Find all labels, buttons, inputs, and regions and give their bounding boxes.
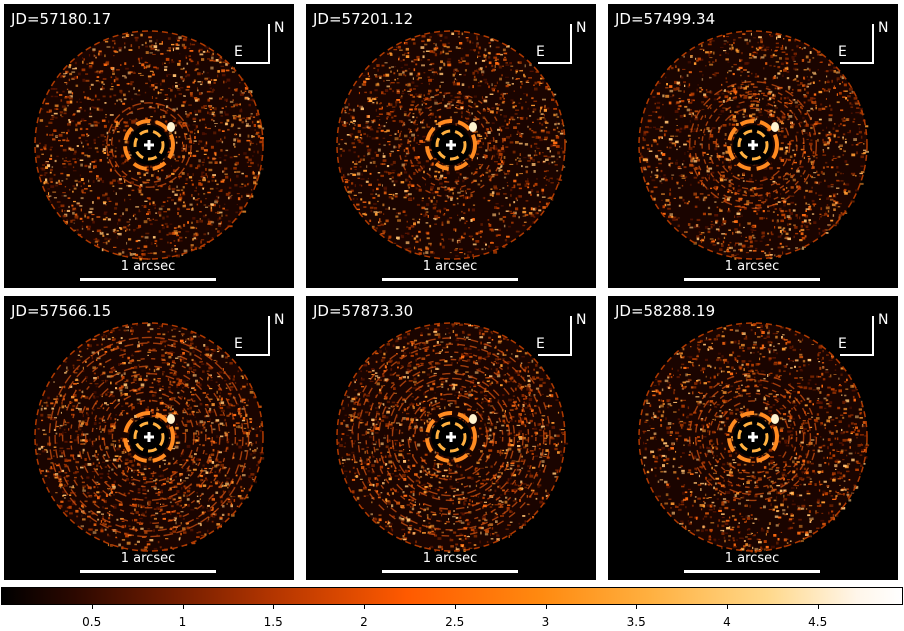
scale-bar-label: 1 arcsec [120,259,176,274]
east-label: E [234,336,243,352]
north-arrow [570,316,572,356]
east-arrow [236,62,270,64]
image-panel: JD=57180.17 N E 1 arcsec [4,4,294,288]
scale-bar [382,278,518,281]
speckle-field [638,322,870,553]
north-label: N [274,20,285,36]
image-panel: JD=57873.30 N E 1 arcsec [306,296,596,580]
scale-bar [80,570,216,573]
east-arrow [840,354,874,356]
colorbar-tick-label: 3.5 [626,615,646,629]
north-label: N [878,20,889,36]
north-label: N [576,312,587,328]
colorbar-tickmark [545,605,547,609]
jd-label: JD=57566.15 [11,302,112,320]
jd-label: JD=57180.17 [11,10,112,28]
jd-label: JD=57499.34 [615,10,716,28]
colorbar-tick-label: 2.5 [445,615,465,629]
east-arrow [236,354,270,356]
colorbar-tick-label: 2 [360,615,368,629]
image-panel: JD=57499.34 N E 1 arcsec [608,4,898,288]
colorbar [0,587,904,607]
speckle-field [336,30,567,260]
north-label: N [274,312,285,328]
north-label: N [878,312,889,328]
image-panel: JD=58288.19 N E 1 arcsec [608,296,898,580]
scale-bar-label: 1 arcsec [422,259,478,274]
jd-label: JD=57873.30 [313,302,414,320]
image-panel: JD=57566.15 N E 1 arcsec [4,296,294,580]
east-label: E [536,44,545,60]
scale-bar [80,278,216,281]
colorbar-tickmark [364,605,365,609]
scale-bar-label: 1 arcsec [724,551,780,566]
colorbar-tickmark [817,605,819,609]
colorbar-tick-label: 4.5 [808,615,828,629]
colorbar-tick-label: 1 [178,615,187,629]
speckle-field [34,322,265,552]
scale-bar [684,570,820,573]
north-arrow [268,24,270,64]
east-label: E [536,336,545,352]
east-label: E [838,336,847,352]
east-label: E [234,44,243,60]
north-label: N [576,20,587,36]
colorbar-tickmark [454,605,456,609]
colorbar-tickmark [727,605,728,609]
jd-label: JD=58288.19 [615,302,716,320]
speckle-field [638,30,869,260]
scale-bar-label: 1 arcsec [120,551,176,566]
scale-bar-label: 1 arcsec [422,551,478,566]
scale-bar [382,570,518,573]
east-arrow [538,62,572,64]
image-panel: JD=57201.12 N E 1 arcsec [306,4,596,288]
colorbar-tick-label: 1.5 [263,615,283,629]
north-arrow [872,316,874,356]
colorbar-tickmark [91,605,93,609]
scale-bar-label: 1 arcsec [724,259,780,274]
east-label: E [838,44,847,60]
colorbar-tickmark [636,605,638,609]
colorbar-gradient [1,587,903,605]
scale-bar [684,278,820,281]
east-arrow [538,354,572,356]
colorbar-tickmark [182,605,184,609]
speckle-field [336,322,569,553]
colorbar-tick-label: 0.5 [82,615,102,629]
colorbar-tick-label: 3 [541,615,550,629]
colorbar-tick-label: 4 [723,615,731,629]
speckle-field [34,30,265,261]
jd-label: JD=57201.12 [313,10,414,28]
north-arrow [570,24,572,64]
north-arrow [872,24,874,64]
colorbar-tickmark [273,605,275,609]
north-arrow [268,316,270,356]
east-arrow [840,62,874,64]
